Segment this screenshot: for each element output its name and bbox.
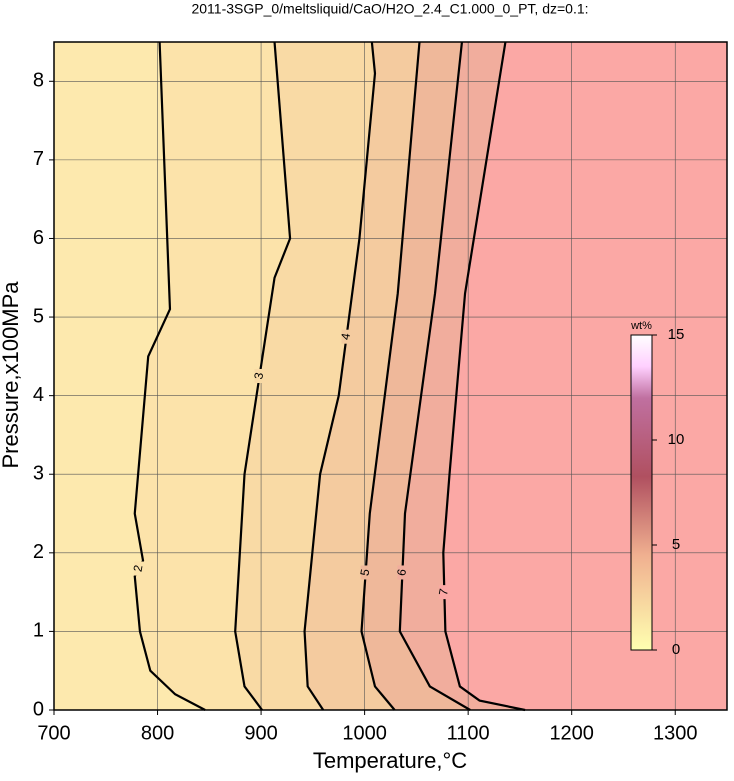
y-tick-label: 8 [33, 70, 44, 92]
contour-label-bg [439, 585, 450, 600]
contour-label: 4 [338, 332, 353, 341]
contour-label: 7 [436, 587, 451, 596]
x-tick-label: 1300 [653, 722, 698, 744]
colorbar-label: wt% [630, 320, 652, 332]
contour-label: 2 [131, 564, 146, 573]
contour-line [234, 41, 292, 711]
contour-label: 5 [357, 568, 372, 577]
y-tick-label: 7 [33, 148, 44, 170]
x-tick-label: 800 [141, 722, 174, 744]
y-tick-label: 0 [33, 698, 44, 720]
x-tick-label: 1200 [549, 722, 594, 744]
x-axis-label: Temperature,°C [313, 748, 467, 773]
contour-fill [443, 42, 727, 710]
y-tick-label: 6 [33, 227, 44, 249]
plot-frame [53, 41, 728, 711]
contour-label-bg [133, 561, 144, 576]
y-tick-label: 5 [33, 305, 44, 327]
y-tick-label: 4 [33, 384, 44, 406]
y-tick-label: 3 [33, 463, 44, 485]
y-tick-label: 1 [33, 620, 44, 642]
x-tick-label: 1000 [342, 722, 387, 744]
x-tick-label: 900 [244, 722, 277, 744]
contour-label: 6 [394, 568, 409, 577]
contour-label-bg [360, 565, 371, 580]
contour-label-bg [341, 329, 352, 344]
contour-label: 3 [251, 371, 266, 380]
colorbar-tick-label: 5 [672, 536, 680, 553]
x-tick-label: 700 [37, 722, 70, 744]
contour-line [303, 41, 377, 711]
x-tick-label: 1100 [447, 722, 490, 744]
y-tick-label: 2 [33, 541, 44, 563]
colorbar-tick-label: 0 [672, 641, 680, 658]
contour-label-bg [254, 369, 265, 383]
y-axis-label: Pressure,x100MPa [0, 281, 23, 469]
colorbar-tick-label: 10 [668, 431, 685, 448]
chart-title: 2011-3SGP_0/meltsliquid/CaO/H2O_2.4_C1.0… [191, 1, 588, 17]
colorbar-tick-label: 15 [668, 326, 685, 343]
colorbar [630, 334, 653, 651]
contour-label-bg [397, 565, 408, 580]
